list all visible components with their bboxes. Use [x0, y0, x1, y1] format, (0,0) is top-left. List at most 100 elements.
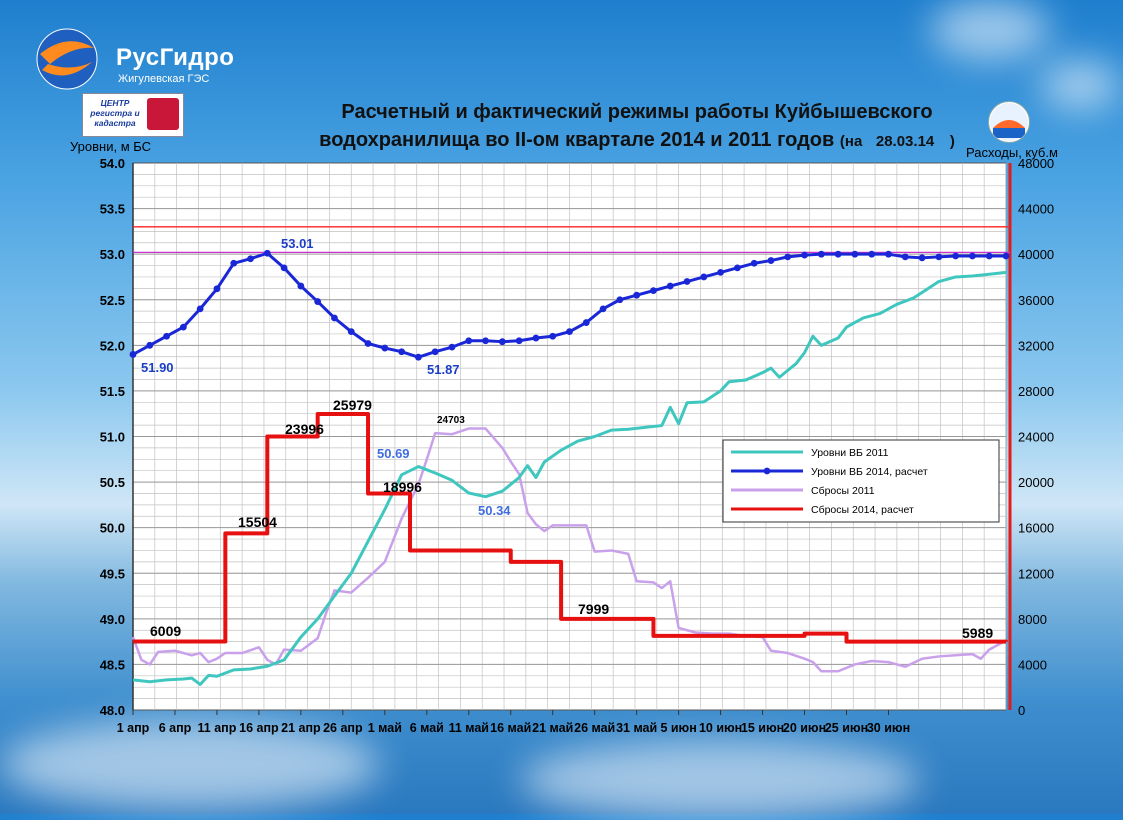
y-tick-label-left: 50.5 [100, 475, 125, 490]
series-point-2014-level [146, 341, 154, 349]
series-point-2014-level [599, 305, 607, 313]
y-tick-label-right: 12000 [1018, 566, 1054, 581]
x-tick-label: 6 май [410, 721, 444, 735]
y-tick-label-right: 28000 [1018, 384, 1054, 399]
series-point-2014-level [381, 344, 389, 352]
series-point-2014-level [498, 338, 506, 346]
series-point-2014-level [834, 250, 842, 258]
x-tick-label: 16 май [490, 721, 531, 735]
data-label: 5989 [962, 625, 993, 641]
legend-entry-label: Уровни ВБ 2014, расчет [811, 466, 928, 478]
series-point-2014-level [263, 249, 271, 257]
series-point-2014-level [700, 273, 708, 281]
x-tick-label: 11 май [449, 721, 489, 735]
series-point-2014-level [750, 259, 758, 267]
data-label: 50.34 [478, 503, 511, 518]
series-point-2014-level [549, 332, 557, 340]
y-axis-label-left: Уровни, м БС [70, 139, 151, 154]
series-point-2014-level [801, 251, 808, 259]
series-point-2014-level [1002, 252, 1010, 260]
series-point-2014-level [314, 298, 322, 305]
y-tick-label-right: 36000 [1018, 293, 1054, 308]
x-tick-label: 10 июн [699, 721, 742, 735]
y-tick-label-left: 48.5 [100, 657, 125, 672]
x-tick-label: 16 апр [239, 721, 279, 735]
series-point-2014-level [163, 332, 170, 340]
series-point-2014-level [247, 255, 254, 263]
data-label: 50.69 [377, 446, 410, 461]
series-point-2014-level [465, 337, 473, 345]
series-point-2014-level [885, 250, 892, 258]
y-tick-label-left: 49.5 [100, 566, 125, 581]
legend-entry-label: Сбросы 2011 [811, 485, 875, 497]
y-tick-label-right: 20000 [1018, 475, 1054, 490]
title-line1: Расчетный и фактический режимы работы Ку… [341, 101, 933, 123]
series-point-2014-level [633, 291, 641, 299]
data-label: 51.87 [427, 362, 460, 377]
data-label: 53.01 [281, 236, 314, 251]
data-label: 25979 [333, 397, 372, 413]
series-point-2014-level [230, 259, 238, 267]
chart-title: Расчетный и фактический режимы работы Ку… [252, 98, 1022, 156]
series-point-2014-level [532, 334, 540, 342]
center-logo-text: ЦЕНТР регистра и кадастра [90, 98, 140, 128]
y-tick-label-left: 48.0 [100, 703, 125, 718]
brand-logo: РусГидро Жигулевская ГЭС [32, 24, 292, 94]
center-registry-logo: ЦЕНТР регистра и кадастра [82, 93, 184, 137]
series-point-2014-level [415, 353, 422, 361]
x-tick-label: 21 апр [281, 721, 321, 735]
data-label: 18996 [383, 479, 422, 495]
y-tick-label-left: 49.0 [100, 612, 125, 627]
series-point-2014-level [767, 257, 775, 264]
series-point-2014-level [398, 348, 406, 356]
x-tick-label: 11 апр [198, 721, 237, 735]
series-point-2014-level [784, 253, 792, 261]
series-point-2014-level [364, 340, 372, 347]
y-tick-label-right: 8000 [1018, 612, 1047, 627]
y-tick-label-right: 44000 [1018, 202, 1054, 217]
series-point-2014-level [196, 305, 204, 313]
brand-name: РусГидро [116, 44, 235, 71]
x-tick-label: 21 май [532, 721, 573, 735]
series-line-4 [133, 411, 1008, 644]
series-point-2014-level [566, 328, 573, 336]
series-point-2014-level [952, 252, 960, 260]
x-tick-label: 30 июн [867, 721, 910, 735]
series-point-2014-level [515, 337, 523, 345]
y-tick-label-right: 32000 [1018, 338, 1054, 353]
y-tick-label-right: 4000 [1018, 657, 1047, 672]
series-point-2014-level [851, 250, 859, 258]
y-tick-label-left: 51.5 [100, 384, 125, 399]
series-point-2014-level [347, 328, 355, 336]
y-tick-label-right: 24000 [1018, 430, 1054, 445]
series-point-2014-level [431, 348, 439, 356]
y-tick-label-left: 52.5 [100, 293, 125, 308]
data-label: 7999 [578, 601, 609, 617]
x-tick-label: 26 апр [323, 721, 363, 735]
series-line-1 [132, 270, 1007, 686]
series-point-2014-level [717, 269, 724, 276]
x-tick-label: 31 май [616, 721, 657, 735]
x-tick-label: 25 июн [825, 721, 868, 735]
y-tick-label-left: 53.0 [100, 247, 125, 262]
series-point-2014-level [817, 250, 825, 258]
y-axis-label-right: Расходы, куб.м [966, 145, 1058, 160]
title-date: 28.03.14 [875, 133, 935, 150]
title-line2: водохранилища во II-ом квартале 2014 и 2… [319, 129, 835, 151]
title-date-suffix: ) [949, 133, 955, 150]
series-point-2014-level [297, 282, 305, 290]
y-tick-label-left: 53.5 [100, 202, 125, 217]
series-point-2014-level [683, 278, 691, 285]
y-tick-label-right: 40000 [1018, 247, 1054, 262]
data-label: 6009 [150, 623, 181, 639]
series-point-2014-level [448, 343, 456, 351]
series-point-2014-level [985, 252, 993, 260]
x-tick-label: 1 апр [117, 721, 150, 735]
series-point-2014-level [733, 264, 741, 272]
series-point-2014-level [129, 351, 137, 358]
data-label: 23996 [285, 421, 324, 437]
data-label: 51.90 [141, 360, 174, 375]
x-tick-label: 1 май [368, 721, 402, 735]
y-tick-label-left: 51.0 [100, 430, 125, 445]
